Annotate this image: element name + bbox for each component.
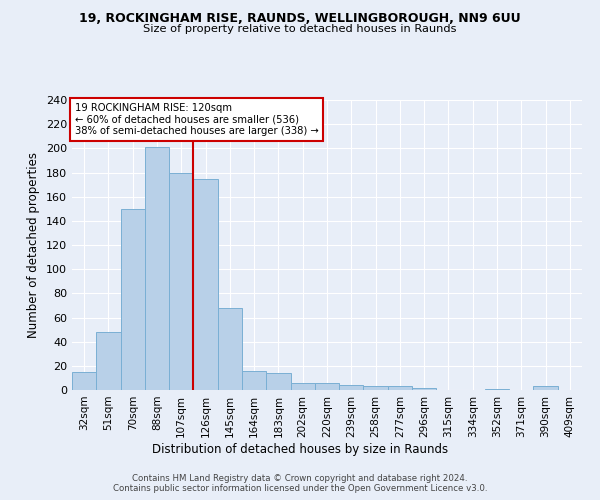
Y-axis label: Number of detached properties: Number of detached properties <box>28 152 40 338</box>
Bar <box>364 386 388 390</box>
Text: Distribution of detached houses by size in Raunds: Distribution of detached houses by size … <box>152 442 448 456</box>
Bar <box>169 172 193 390</box>
Text: 19 ROCKINGHAM RISE: 120sqm
← 60% of detached houses are smaller (536)
38% of sem: 19 ROCKINGHAM RISE: 120sqm ← 60% of deta… <box>74 103 319 136</box>
Text: 19, ROCKINGHAM RISE, RAUNDS, WELLINGBOROUGH, NN9 6UU: 19, ROCKINGHAM RISE, RAUNDS, WELLINGBORO… <box>79 12 521 26</box>
Text: Contains HM Land Registry data © Crown copyright and database right 2024.: Contains HM Land Registry data © Crown c… <box>132 474 468 483</box>
Bar <box>315 383 339 390</box>
Bar <box>145 147 169 390</box>
Bar <box>485 389 509 390</box>
Text: Size of property relative to detached houses in Raunds: Size of property relative to detached ho… <box>143 24 457 34</box>
Bar <box>242 370 266 390</box>
Bar <box>533 386 558 390</box>
Bar <box>218 308 242 390</box>
Bar <box>388 386 412 390</box>
Bar <box>290 383 315 390</box>
Bar <box>339 385 364 390</box>
Bar <box>96 332 121 390</box>
Bar <box>193 178 218 390</box>
Bar <box>72 372 96 390</box>
Bar <box>266 373 290 390</box>
Text: Contains public sector information licensed under the Open Government Licence v3: Contains public sector information licen… <box>113 484 487 493</box>
Bar <box>412 388 436 390</box>
Bar <box>121 209 145 390</box>
